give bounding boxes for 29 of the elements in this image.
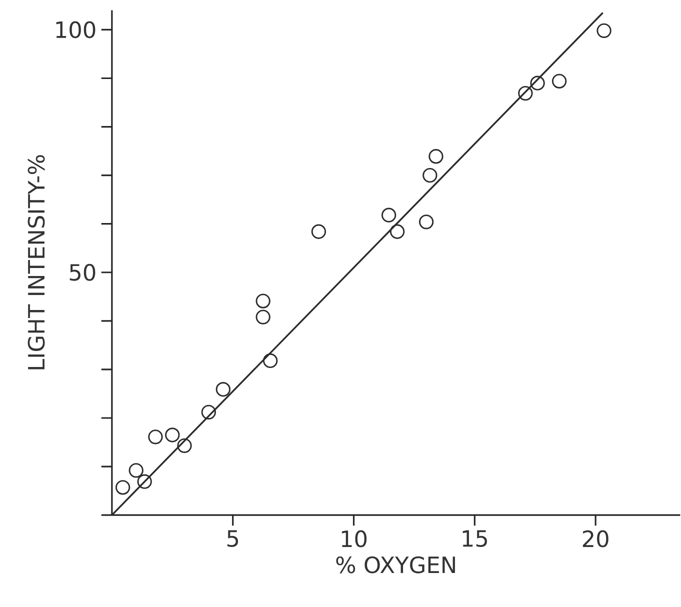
- y-tick-label: 50: [70, 264, 96, 281]
- point: [115, 480, 130, 495]
- point: [148, 430, 163, 444]
- point: [552, 74, 567, 88]
- point: [165, 428, 180, 442]
- point: [518, 86, 533, 101]
- point: [428, 148, 444, 164]
- y-tick-label: 100: [56, 21, 96, 38]
- point: [381, 208, 396, 222]
- point: [422, 168, 438, 183]
- x-tick-label: 15: [462, 530, 487, 547]
- point: [418, 214, 434, 230]
- point: [530, 76, 545, 90]
- point: [256, 310, 270, 324]
- x-tick-label: 10: [342, 530, 367, 548]
- y-axis-title: LIGHT INTENSITY-%: [28, 155, 45, 370]
- point: [177, 438, 192, 453]
- point: [216, 382, 231, 397]
- point: [201, 404, 216, 420]
- x-tick-label: 20: [582, 530, 608, 548]
- point: [137, 474, 152, 489]
- point: [596, 23, 612, 38]
- point: [390, 224, 405, 239]
- point: [256, 294, 270, 308]
- point: [128, 462, 144, 478]
- point: [262, 353, 278, 368]
- x-tick-label: 5: [227, 530, 238, 547]
- x-axis-title: % OXYGEN: [336, 556, 455, 574]
- point: [311, 224, 326, 239]
